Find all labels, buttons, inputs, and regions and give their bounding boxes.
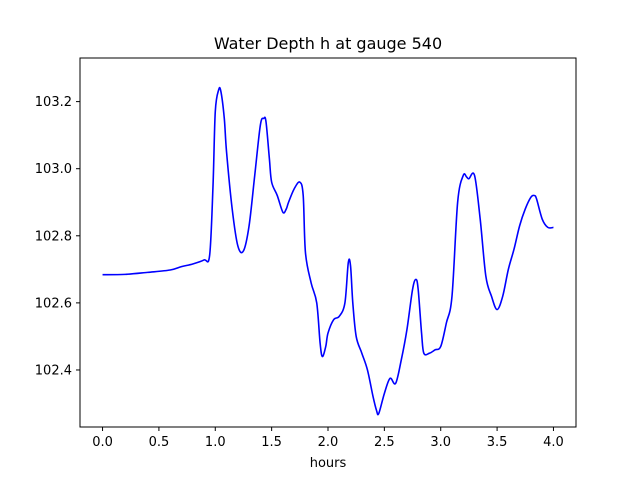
plot-area-frame bbox=[79, 57, 577, 428]
y-axis: 102.4 102.6 102.8 103.0 103.2 bbox=[35, 95, 80, 378]
y-tick-label: 103.0 bbox=[35, 162, 72, 177]
x-tick-label: 0.0 bbox=[92, 435, 113, 450]
series-line bbox=[102, 86, 554, 416]
y-tick-label: 102.6 bbox=[35, 296, 72, 311]
y-tick-label: 103.2 bbox=[35, 95, 72, 110]
x-tick-label: 3.0 bbox=[430, 435, 451, 450]
x-tick-label: 4.0 bbox=[543, 435, 564, 450]
x-tick-label: 1.5 bbox=[261, 435, 282, 450]
x-tick-label: 1.0 bbox=[205, 435, 226, 450]
y-tick-label: 102.4 bbox=[35, 363, 72, 378]
x-tick-label: 2.5 bbox=[374, 435, 395, 450]
series-layer bbox=[102, 86, 554, 416]
y-tick-label: 102.8 bbox=[35, 229, 72, 244]
x-tick-label: 2.0 bbox=[318, 435, 339, 450]
x-tick-label: 3.5 bbox=[487, 435, 508, 450]
x-axis-label: hours bbox=[310, 456, 347, 471]
x-tick-label: 0.5 bbox=[149, 435, 170, 450]
x-axis: 0.0 0.5 1.0 1.5 2.0 2.5 3.0 3.5 4.0 bbox=[92, 427, 564, 450]
chart-title: Water Depth h at gauge 540 bbox=[214, 34, 442, 53]
